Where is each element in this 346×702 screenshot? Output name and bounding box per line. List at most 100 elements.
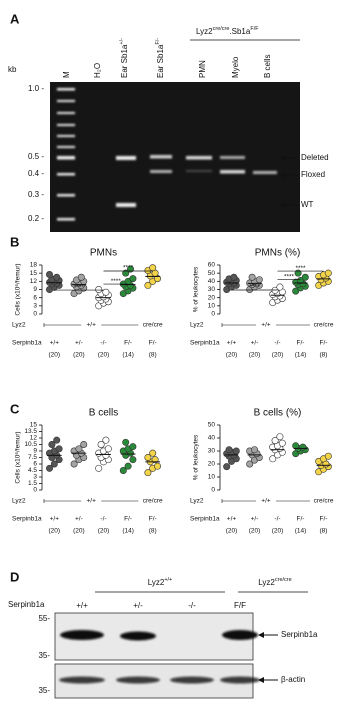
y-tick-label: 10.5 [24,441,37,448]
y-tick-label: 15 [30,270,38,277]
gel-image [50,82,300,232]
data-point [271,437,279,445]
row-label: Serpinb1a [190,516,220,523]
data-point [53,436,61,444]
chart-title: PMNs [90,248,117,259]
y-tick-label: 18 [30,262,38,269]
protein-label: Serpinb1a [281,630,318,639]
panel-label: C [10,401,20,416]
n-label: (20) [98,528,110,535]
y-tick-label: 60 [208,262,216,269]
n-label: (20) [98,352,110,359]
genotype-label: F/- [297,516,305,523]
y-tick-label: 0 [33,311,37,318]
band-label: Deleted [301,153,329,162]
y-tick-label: 0 [211,311,215,318]
data-point [129,443,137,451]
tissue: Ear [120,65,129,78]
band-label: WT [301,200,314,209]
y-axis-label: Cells (x10⁶/femur) [15,431,22,483]
significance-label: **** [249,284,260,291]
genotype-label: F/- [124,340,132,347]
y-tick-label: 12 [30,435,38,442]
genotype-label: -/- [274,340,280,347]
genotype-label: +/+ [261,322,271,329]
data-point [149,449,157,457]
data-point [122,269,130,277]
size-label: 0.5 - [28,152,44,161]
data-point [144,453,152,461]
gene: Sb1a [156,44,165,63]
data-point [324,452,332,460]
n-label: (20) [226,352,238,359]
data-point [292,287,300,295]
data-point [129,456,137,464]
data-point [144,469,152,477]
y-tick-label: 3 [33,474,37,481]
n-label: (20) [49,528,61,535]
gene: Lyz2 [148,578,165,587]
genotype-label: F/- [149,340,157,347]
genotype: F/F [234,601,246,610]
data-point [299,443,307,451]
blot-image [54,612,260,699]
n-label: (20) [272,528,284,535]
data-point [225,446,233,454]
data-point [104,445,112,453]
n-label: (20) [73,352,85,359]
data-point [232,447,240,455]
data-point [294,269,302,277]
data-point [296,277,304,285]
genotype: cre/cre [275,577,292,583]
significance-label: **** [284,273,295,280]
data-point [276,283,284,291]
genotype-label: cre/cre [314,498,334,505]
genotype-label: +/- [75,516,83,523]
data-point [248,273,256,281]
y-axis-label: % of leukocytes [193,434,200,480]
y-tick-label: 9 [33,286,37,293]
data-point [251,446,259,454]
significance-label: **** [295,265,306,272]
genotype: +/+ [164,577,172,583]
y-tick-label: 20 [208,461,216,468]
data-point [151,456,159,464]
lane-label: Myelo [231,56,240,78]
row-label: Serpinb1a [8,600,45,609]
n-label: (20) [272,352,284,359]
n-label: (8) [149,352,157,359]
data-point [75,445,83,453]
genotype-label: +/+ [261,498,271,505]
data-point [50,460,58,468]
n-label: (20) [249,352,261,359]
genotype-label: +/+ [50,340,60,347]
genotype: +/+ [76,601,88,610]
significance-label: **** [111,278,122,285]
y-tick-label: 15 [30,422,38,429]
genotype-label: F/- [149,516,157,523]
unit-label: kb [8,65,17,74]
genotype: F/- [155,38,161,45]
data-point [119,466,127,474]
row-label: Serpinb1a [190,340,220,347]
chart-title: PMNs (%) [255,248,301,259]
tissue: Ear [156,65,165,78]
data-point [53,273,61,281]
n-label: (20) [226,528,238,535]
y-tick-label: 20 [208,294,216,301]
y-axis-label: % of leukocytes [193,266,200,312]
y-tick-label: 30 [208,448,216,455]
genotype: cre/cre [213,26,230,32]
data-point [45,271,53,279]
mw-label: 35- [38,651,50,660]
y-tick-label: 30 [208,286,216,293]
data-point [48,440,56,448]
size-label: 0.2 - [28,214,44,223]
genotype: -/- [188,601,196,610]
lane-label: PMN [198,60,207,78]
genotype-label: F/- [320,516,328,523]
gene: .Sb1a [229,27,250,36]
y-tick-label: 7.5 [28,454,37,461]
genotype-label: F/- [320,340,328,347]
